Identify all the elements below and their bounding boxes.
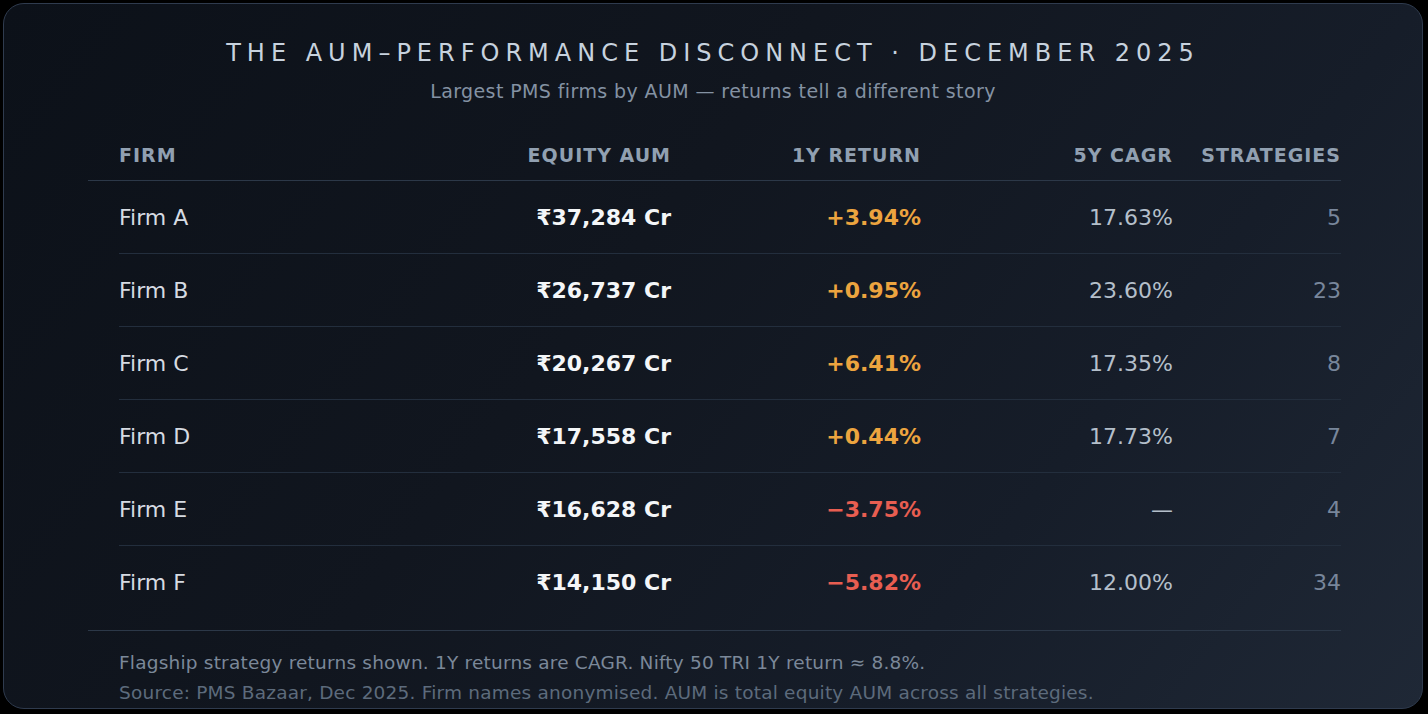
table-row: Firm A ₹37,284 Cr +3.94% 17.63% 5 [119, 181, 1341, 254]
cagr-5y-cell: — [921, 497, 1173, 522]
firm-name-cell: Firm C [119, 351, 421, 376]
return-1y-cell: +0.95% [671, 278, 921, 303]
strategies-cell: 8 [1173, 351, 1341, 376]
column-header-5y-cagr: 5Y CAGR [921, 144, 1173, 166]
table-body: Firm A ₹37,284 Cr +3.94% 17.63% 5 Firm B… [88, 181, 1341, 618]
equity-aum-cell: ₹16,628 Cr [421, 497, 671, 522]
firms-table: FIRM EQUITY AUM 1Y RETURN 5Y CAGR STRATE… [88, 144, 1341, 618]
strategies-cell: 5 [1173, 205, 1341, 230]
cagr-5y-cell: 17.63% [921, 205, 1173, 230]
firm-name-cell: Firm B [119, 278, 421, 303]
return-1y-cell: +3.94% [671, 205, 921, 230]
firm-name-cell: Firm A [119, 205, 421, 230]
strategies-cell: 34 [1173, 570, 1341, 595]
card-header: THE AUM–PERFORMANCE DISCONNECT · DECEMBE… [4, 4, 1422, 104]
return-1y-cell: −3.75% [671, 497, 921, 522]
equity-aum-cell: ₹14,150 Cr [421, 570, 671, 595]
return-1y-cell: +0.44% [671, 424, 921, 449]
footnote-returns: Flagship strategy returns shown. 1Y retu… [119, 648, 1341, 678]
cagr-5y-cell: 23.60% [921, 278, 1173, 303]
equity-aum-cell: ₹17,558 Cr [421, 424, 671, 449]
strategies-cell: 23 [1173, 278, 1341, 303]
strategies-cell: 7 [1173, 424, 1341, 449]
column-header-1y-return: 1Y RETURN [671, 144, 921, 166]
table-header-row: FIRM EQUITY AUM 1Y RETURN 5Y CAGR STRATE… [88, 144, 1341, 181]
table-row: Firm C ₹20,267 Cr +6.41% 17.35% 8 [119, 327, 1341, 400]
equity-aum-cell: ₹26,737 Cr [421, 278, 671, 303]
equity-aum-cell: ₹37,284 Cr [421, 205, 671, 230]
cagr-5y-cell: 17.35% [921, 351, 1173, 376]
strategies-cell: 4 [1173, 497, 1341, 522]
cagr-5y-cell: 12.00% [921, 570, 1173, 595]
firm-name-cell: Firm E [119, 497, 421, 522]
column-header-firm: FIRM [119, 144, 421, 166]
table-row: Firm B ₹26,737 Cr +0.95% 23.60% 23 [119, 254, 1341, 327]
column-header-equity-aum: EQUITY AUM [421, 144, 671, 166]
equity-aum-cell: ₹20,267 Cr [421, 351, 671, 376]
return-1y-cell: −5.82% [671, 570, 921, 595]
cagr-5y-cell: 17.73% [921, 424, 1173, 449]
return-1y-cell: +6.41% [671, 351, 921, 376]
table-row: Firm E ₹16,628 Cr −3.75% — 4 [119, 473, 1341, 546]
page-title: THE AUM–PERFORMANCE DISCONNECT · DECEMBE… [4, 37, 1422, 69]
footer-divider [88, 630, 1341, 631]
aum-performance-card: THE AUM–PERFORMANCE DISCONNECT · DECEMBE… [3, 3, 1423, 709]
footnotes: Flagship strategy returns shown. 1Y retu… [119, 648, 1341, 708]
table-row: Firm F ₹14,150 Cr −5.82% 12.00% 34 [119, 546, 1341, 618]
table-row: Firm D ₹17,558 Cr +0.44% 17.73% 7 [119, 400, 1341, 473]
footnote-source: Source: PMS Bazaar, Dec 2025. Firm names… [119, 678, 1341, 708]
firm-name-cell: Firm D [119, 424, 421, 449]
column-header-strategies: STRATEGIES [1173, 144, 1341, 166]
firm-name-cell: Firm F [119, 570, 421, 595]
page-subtitle: Largest PMS firms by AUM — returns tell … [4, 78, 1422, 104]
